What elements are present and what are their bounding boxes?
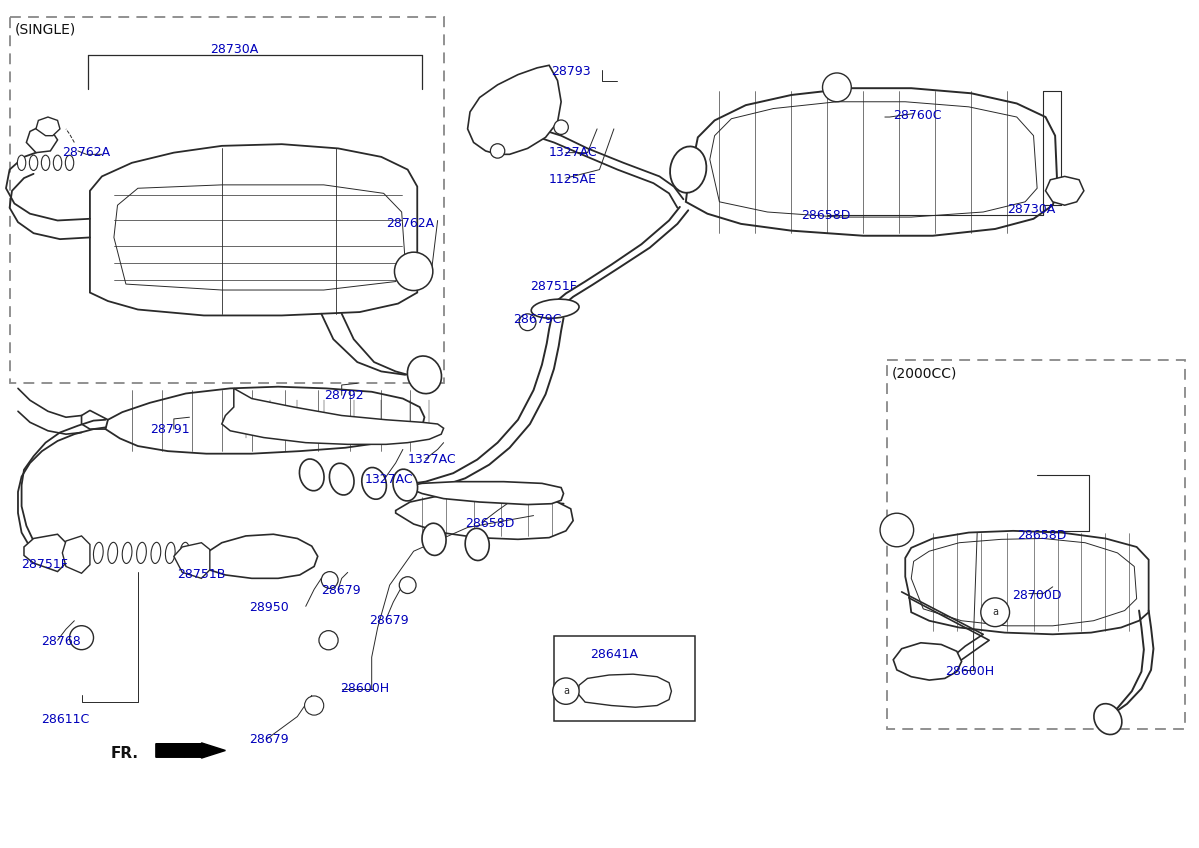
Text: 28679C: 28679C <box>513 313 561 326</box>
Text: 28658D: 28658D <box>465 516 514 530</box>
Text: (2000CC): (2000CC) <box>892 366 958 380</box>
Circle shape <box>70 626 94 650</box>
Text: (SINGLE): (SINGLE) <box>14 23 76 36</box>
Text: 28611C: 28611C <box>41 712 89 726</box>
Polygon shape <box>468 65 561 154</box>
Ellipse shape <box>17 155 26 170</box>
Polygon shape <box>893 643 962 680</box>
Polygon shape <box>26 126 58 153</box>
Ellipse shape <box>165 543 175 563</box>
Ellipse shape <box>122 543 132 563</box>
Circle shape <box>319 631 338 650</box>
Ellipse shape <box>422 523 446 555</box>
Polygon shape <box>24 534 66 572</box>
Polygon shape <box>204 534 318 578</box>
Text: 28600H: 28600H <box>341 682 390 695</box>
Polygon shape <box>578 674 671 707</box>
Ellipse shape <box>465 528 489 561</box>
Ellipse shape <box>1093 704 1122 734</box>
Circle shape <box>553 678 579 705</box>
Bar <box>10 17 444 383</box>
Text: 28679: 28679 <box>321 583 361 597</box>
Text: 1327AC: 1327AC <box>364 473 414 487</box>
Text: 28641A: 28641A <box>590 648 638 661</box>
Ellipse shape <box>180 543 189 563</box>
Text: 28730A: 28730A <box>1007 203 1055 216</box>
Polygon shape <box>36 117 60 136</box>
Circle shape <box>554 120 568 134</box>
Circle shape <box>305 696 324 715</box>
Polygon shape <box>405 482 564 505</box>
Text: 28679: 28679 <box>369 614 409 628</box>
Text: 1125AE: 1125AE <box>549 173 597 187</box>
Text: 28791: 28791 <box>150 422 189 436</box>
Ellipse shape <box>137 543 146 563</box>
Circle shape <box>519 314 536 331</box>
Ellipse shape <box>330 463 354 495</box>
Text: a: a <box>562 686 570 696</box>
Bar <box>554 636 695 721</box>
Circle shape <box>394 252 433 291</box>
Circle shape <box>490 144 505 158</box>
Text: 1327AC: 1327AC <box>549 146 598 159</box>
Text: 28792: 28792 <box>324 388 363 402</box>
Ellipse shape <box>408 356 441 393</box>
Text: 28679: 28679 <box>249 733 289 746</box>
Circle shape <box>399 577 416 594</box>
Text: 28751F: 28751F <box>22 558 68 572</box>
Polygon shape <box>222 388 444 444</box>
Ellipse shape <box>151 543 161 563</box>
Polygon shape <box>396 494 573 539</box>
Ellipse shape <box>53 155 62 170</box>
Ellipse shape <box>393 469 417 501</box>
Polygon shape <box>1046 176 1084 205</box>
Polygon shape <box>905 531 1149 634</box>
Polygon shape <box>686 88 1058 236</box>
Text: 28700D: 28700D <box>1012 589 1061 602</box>
Ellipse shape <box>362 467 386 499</box>
Text: 28762A: 28762A <box>62 146 110 159</box>
Text: 28793: 28793 <box>552 64 591 78</box>
Circle shape <box>823 73 851 102</box>
Ellipse shape <box>41 155 49 170</box>
Ellipse shape <box>94 543 103 563</box>
Polygon shape <box>90 144 417 315</box>
Text: 28658D: 28658D <box>801 209 850 222</box>
Ellipse shape <box>670 147 706 192</box>
Circle shape <box>981 598 1010 627</box>
Circle shape <box>321 572 338 589</box>
Text: 28950: 28950 <box>249 600 289 614</box>
Ellipse shape <box>300 459 324 491</box>
Circle shape <box>880 513 914 547</box>
FancyArrow shape <box>156 743 225 758</box>
Text: FR.: FR. <box>110 745 138 761</box>
Text: 28730A: 28730A <box>210 42 258 56</box>
Text: 28768: 28768 <box>41 634 80 648</box>
Ellipse shape <box>108 543 118 563</box>
Text: 28762A: 28762A <box>386 216 434 230</box>
Ellipse shape <box>65 155 74 170</box>
Ellipse shape <box>29 155 37 170</box>
Polygon shape <box>62 536 90 573</box>
Text: 28751F: 28751F <box>530 280 577 293</box>
Polygon shape <box>174 543 210 578</box>
Text: 28600H: 28600H <box>945 665 994 678</box>
Text: 28658D: 28658D <box>1017 529 1066 543</box>
Text: 28751B: 28751B <box>177 567 225 581</box>
Text: a: a <box>992 607 999 617</box>
Text: 1327AC: 1327AC <box>408 453 457 466</box>
Text: 28760C: 28760C <box>893 109 941 122</box>
Bar <box>887 360 1185 729</box>
Polygon shape <box>106 387 424 454</box>
Ellipse shape <box>531 299 579 318</box>
